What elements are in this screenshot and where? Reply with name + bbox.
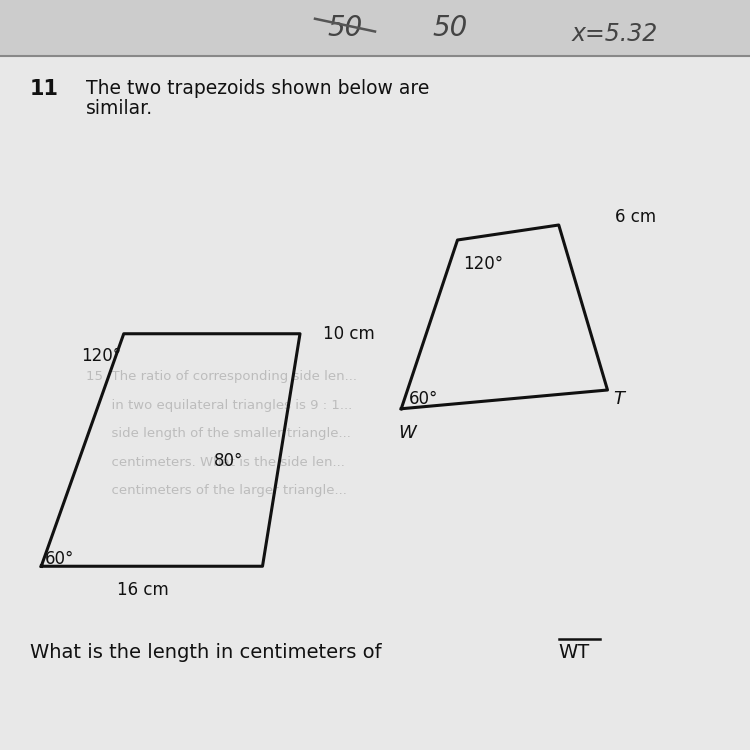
Text: centimeters. What is the side len...: centimeters. What is the side len... (86, 455, 345, 469)
Text: 50: 50 (432, 14, 468, 43)
Text: 60°: 60° (409, 390, 438, 408)
Text: What is the length in centimeters of: What is the length in centimeters of (30, 643, 388, 662)
Text: 120°: 120° (81, 347, 122, 365)
Text: side length of the smaller triangle...: side length of the smaller triangle... (86, 427, 351, 440)
Text: 120°: 120° (464, 255, 504, 273)
Text: 15  The ratio of corresponding side len...: 15 The ratio of corresponding side len..… (86, 370, 357, 383)
Text: The two trapezoids shown below are: The two trapezoids shown below are (86, 79, 430, 98)
Text: 6 cm: 6 cm (615, 209, 656, 226)
Text: W: W (398, 424, 416, 442)
Text: centimeters of the larger triangle...: centimeters of the larger triangle... (86, 484, 347, 497)
Text: in two equilateral triangles is 9 : 1...: in two equilateral triangles is 9 : 1... (86, 398, 352, 412)
Text: T: T (614, 390, 625, 408)
Bar (0, 0, 750, 56)
Text: 16 cm: 16 cm (117, 581, 168, 599)
Text: WT: WT (559, 643, 590, 662)
Text: 10 cm: 10 cm (322, 325, 375, 343)
Text: x=5.32: x=5.32 (572, 22, 658, 46)
Text: similar.: similar. (86, 99, 153, 118)
Text: 50: 50 (327, 14, 363, 43)
Text: 60°: 60° (45, 550, 74, 568)
Text: 80°: 80° (214, 452, 243, 470)
Text: 11: 11 (30, 79, 59, 99)
